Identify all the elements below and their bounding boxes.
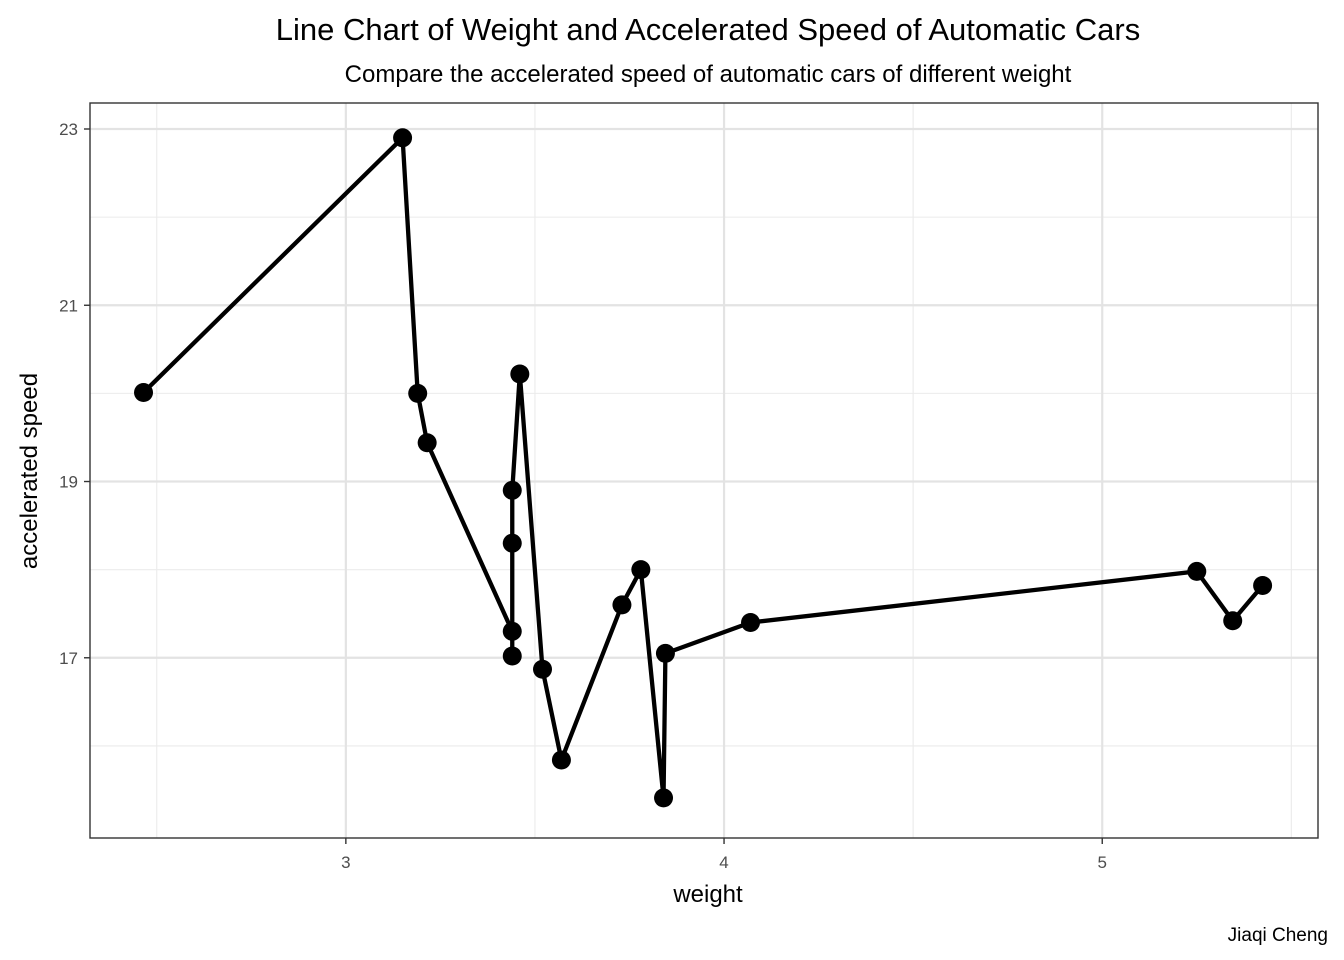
data-point bbox=[741, 613, 761, 633]
data-point bbox=[654, 788, 674, 808]
data-point bbox=[551, 750, 571, 770]
chart-subtitle: Compare the accelerated speed of automat… bbox=[345, 61, 1072, 88]
data-point bbox=[631, 560, 651, 580]
data-point bbox=[502, 621, 522, 641]
data-point bbox=[1187, 561, 1207, 581]
y-tick-label: 17 bbox=[59, 649, 78, 668]
chart-title: Line Chart of Weight and Accelerated Spe… bbox=[276, 12, 1141, 47]
data-point bbox=[502, 646, 522, 666]
y-axis-label: accelerated speed bbox=[16, 373, 43, 569]
chart-caption: Jiaqi Cheng bbox=[1228, 925, 1328, 946]
axis-ticks: 3 4 5 17 19 21 23 bbox=[59, 120, 1107, 872]
data-point bbox=[502, 480, 522, 500]
x-tick-label: 4 bbox=[719, 853, 728, 872]
data-point bbox=[408, 383, 428, 403]
data-point bbox=[417, 433, 437, 453]
data-point bbox=[510, 364, 530, 384]
series-layer bbox=[134, 128, 1273, 808]
data-point bbox=[655, 643, 675, 663]
data-point bbox=[393, 128, 413, 148]
data-point bbox=[1223, 611, 1243, 631]
data-point bbox=[502, 533, 522, 553]
major-gridlines bbox=[90, 103, 1318, 838]
x-tick-label: 5 bbox=[1098, 853, 1107, 872]
data-point bbox=[612, 595, 632, 615]
x-tick-label: 3 bbox=[341, 853, 350, 872]
y-tick-label: 19 bbox=[59, 473, 78, 492]
data-point bbox=[134, 383, 154, 403]
x-axis-label: weight bbox=[672, 881, 743, 908]
plot-panel-border bbox=[89, 102, 1319, 839]
y-tick-label: 21 bbox=[59, 296, 78, 315]
data-point bbox=[1253, 576, 1273, 596]
minor-gridlines bbox=[90, 103, 1318, 838]
data-point bbox=[533, 659, 553, 679]
y-tick-label: 23 bbox=[59, 120, 78, 139]
